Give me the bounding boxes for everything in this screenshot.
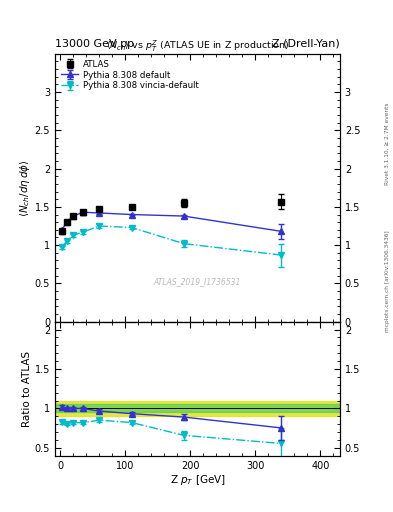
Text: Z (Drell-Yan): Z (Drell-Yan) bbox=[272, 38, 340, 49]
Bar bbox=[55, 400, 340, 416]
Text: mcplots.cern.ch [arXiv:1306.3436]: mcplots.cern.ch [arXiv:1306.3436] bbox=[385, 231, 389, 332]
Bar bbox=[55, 404, 340, 412]
Title: $\langle N_{ch}\rangle$ vs $p^{Z}_{T}$ (ATLAS UE in Z production): $\langle N_{ch}\rangle$ vs $p^{Z}_{T}$ (… bbox=[106, 38, 289, 54]
Text: ATLAS_2019_I1736531: ATLAS_2019_I1736531 bbox=[154, 277, 241, 286]
Legend: ATLAS, Pythia 8.308 default, Pythia 8.308 vincia-default: ATLAS, Pythia 8.308 default, Pythia 8.30… bbox=[59, 58, 200, 92]
Y-axis label: $\langle N_{ch}/d\eta\,d\phi\rangle$: $\langle N_{ch}/d\eta\,d\phi\rangle$ bbox=[18, 159, 32, 217]
Y-axis label: Ratio to ATLAS: Ratio to ATLAS bbox=[22, 351, 32, 427]
Text: 13000 GeV pp: 13000 GeV pp bbox=[55, 38, 134, 49]
Text: Rivet 3.1.10, ≥ 2.7M events: Rivet 3.1.10, ≥ 2.7M events bbox=[385, 102, 389, 185]
X-axis label: Z $p_{T}$ [GeV]: Z $p_{T}$ [GeV] bbox=[169, 473, 226, 487]
